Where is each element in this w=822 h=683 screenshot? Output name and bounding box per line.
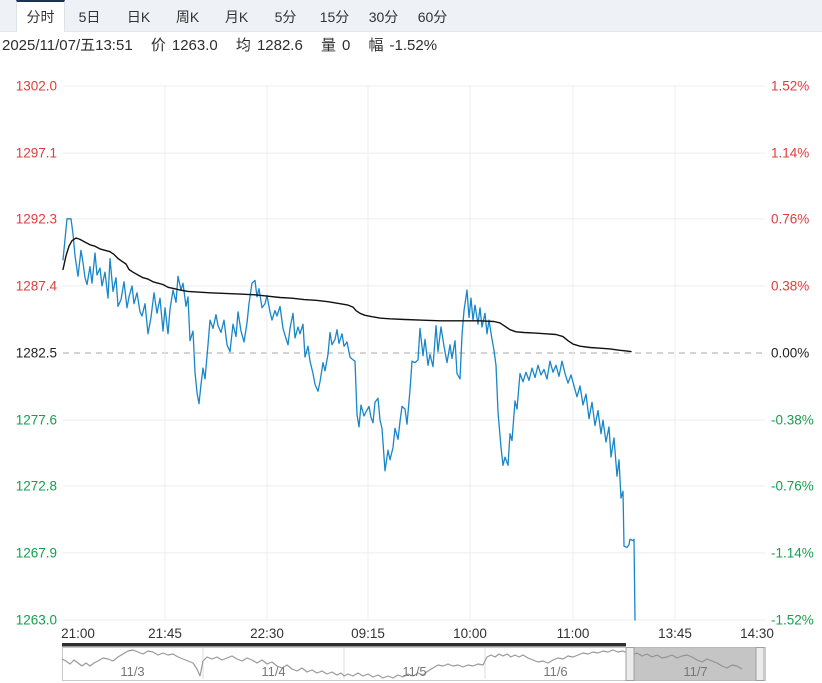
price-tick-label: 1263.0 xyxy=(16,613,57,628)
percent-tick-label: 1.14% xyxy=(771,146,809,161)
price-tick-label: 1287.4 xyxy=(16,278,58,293)
price-tick-label: 1297.1 xyxy=(16,146,57,161)
navigator-right-handle[interactable] xyxy=(755,647,765,681)
volume-label: 量 xyxy=(321,37,337,54)
time-tick-label: 22:30 xyxy=(250,626,284,641)
average-line xyxy=(62,237,632,353)
navigator-day-label: 11/7 xyxy=(683,664,707,679)
chart-plot-area[interactable] xyxy=(63,86,765,620)
navigator-day-label: 11/4 xyxy=(261,664,285,679)
percent-tick-label: 0.38% xyxy=(771,278,809,293)
change-value: -1.52% xyxy=(389,37,438,54)
change-label: 幅 xyxy=(368,37,384,54)
avg-label: 均 xyxy=(235,37,251,54)
time-tick-label: 21:00 xyxy=(61,626,95,641)
price-line xyxy=(62,218,636,621)
quote-datetime: 2025/11/07/五13:51 xyxy=(2,37,133,54)
tab-item-4[interactable]: 月K xyxy=(224,9,249,25)
tab-item-0[interactable]: 分时 xyxy=(16,0,65,32)
avg-value: 1282.6 xyxy=(256,37,303,54)
navigator-day-label: 11/3 xyxy=(120,664,144,679)
percent-tick-label: 0.00% xyxy=(771,346,809,361)
time-tick-label: 14:30 xyxy=(740,626,774,641)
price-tick-label: 1267.9 xyxy=(16,545,57,560)
navigator-selected-range[interactable] xyxy=(634,647,756,681)
price-value: 1263.0 xyxy=(171,37,218,54)
tab-item-5[interactable]: 5分 xyxy=(274,9,297,25)
percent-tick-label: 0.76% xyxy=(771,211,809,226)
navigator-left-handle[interactable] xyxy=(625,647,635,681)
chart-bottom-scrollbar[interactable] xyxy=(62,643,626,647)
tab-item-7[interactable]: 30分 xyxy=(368,9,399,25)
time-tick-label: 10:00 xyxy=(453,626,487,641)
time-tick-label: 09:15 xyxy=(351,626,385,641)
period-tab-bar: 分时 5日 日K 周K 月K 5分 15分 30分 60分 xyxy=(0,0,822,32)
time-tick-label: 21:45 xyxy=(148,626,182,641)
time-tick-label: 11:00 xyxy=(557,626,590,641)
tab-item-8[interactable]: 60分 xyxy=(417,9,448,25)
navigator-day-label: 11/6 xyxy=(543,664,567,679)
tab-item-3[interactable]: 周K xyxy=(175,9,200,25)
price-tick-label: 1282.5 xyxy=(16,346,57,361)
time-tick-label: 13:45 xyxy=(658,626,692,641)
volume-value: 0 xyxy=(342,37,351,54)
percent-tick-label: 1.52% xyxy=(771,79,809,94)
price-label: 价 xyxy=(150,37,166,54)
tab-item-1[interactable]: 5日 xyxy=(78,9,101,25)
tab-item-2[interactable]: 日K xyxy=(126,9,151,25)
price-tick-label: 1272.8 xyxy=(16,478,57,493)
tab-item-6[interactable]: 15分 xyxy=(319,9,350,25)
navigator-sparkline xyxy=(61,649,743,679)
percent-tick-label: -0.38% xyxy=(771,413,814,428)
percent-tick-label: -1.52% xyxy=(771,613,814,628)
price-tick-label: 1292.3 xyxy=(16,211,57,226)
percent-tick-label: -0.76% xyxy=(771,478,814,493)
percent-tick-label: -1.14% xyxy=(771,545,814,560)
price-tick-label: 1277.6 xyxy=(16,413,57,428)
price-tick-label: 1302.0 xyxy=(16,79,57,94)
navigator-day-label: 11/5 xyxy=(402,664,426,679)
